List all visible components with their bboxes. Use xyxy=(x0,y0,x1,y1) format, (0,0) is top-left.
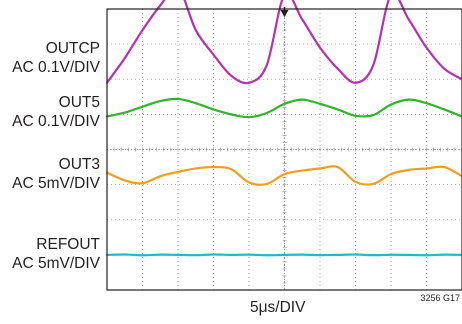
label-refout-name: REFOUT xyxy=(36,236,100,253)
label-out3-scale: AC 5mV/DIV xyxy=(12,175,100,192)
label-out5-name: OUT5 xyxy=(58,94,100,111)
label-outcp: OUTCP AC 0.1V/DIV xyxy=(12,39,100,77)
traces xyxy=(105,0,462,257)
plot-frame xyxy=(106,7,462,291)
label-outcp-name: OUTCP xyxy=(45,40,100,57)
x-axis-label: 5μs/DIV xyxy=(250,299,306,316)
trace-outcp xyxy=(105,0,462,85)
label-out3-name: OUT3 xyxy=(58,156,100,173)
trace-out5 xyxy=(105,97,462,119)
label-refout: REFOUT AC 5mV/DIV xyxy=(12,235,100,273)
grid xyxy=(106,8,462,291)
label-refout-scale: AC 5mV/DIV xyxy=(12,255,100,272)
label-out3: OUT3 AC 5mV/DIV xyxy=(12,155,100,193)
label-out5: OUT5 AC 0.1V/DIV xyxy=(12,93,100,131)
trace-refout xyxy=(105,253,462,257)
label-outcp-scale: AC 0.1V/DIV xyxy=(12,59,100,76)
trace-out3 xyxy=(105,165,462,186)
label-out5-scale: AC 0.1V/DIV xyxy=(12,113,100,130)
figure-id: 3256 G17 xyxy=(420,293,460,303)
trigger-marker-icon xyxy=(280,10,289,17)
